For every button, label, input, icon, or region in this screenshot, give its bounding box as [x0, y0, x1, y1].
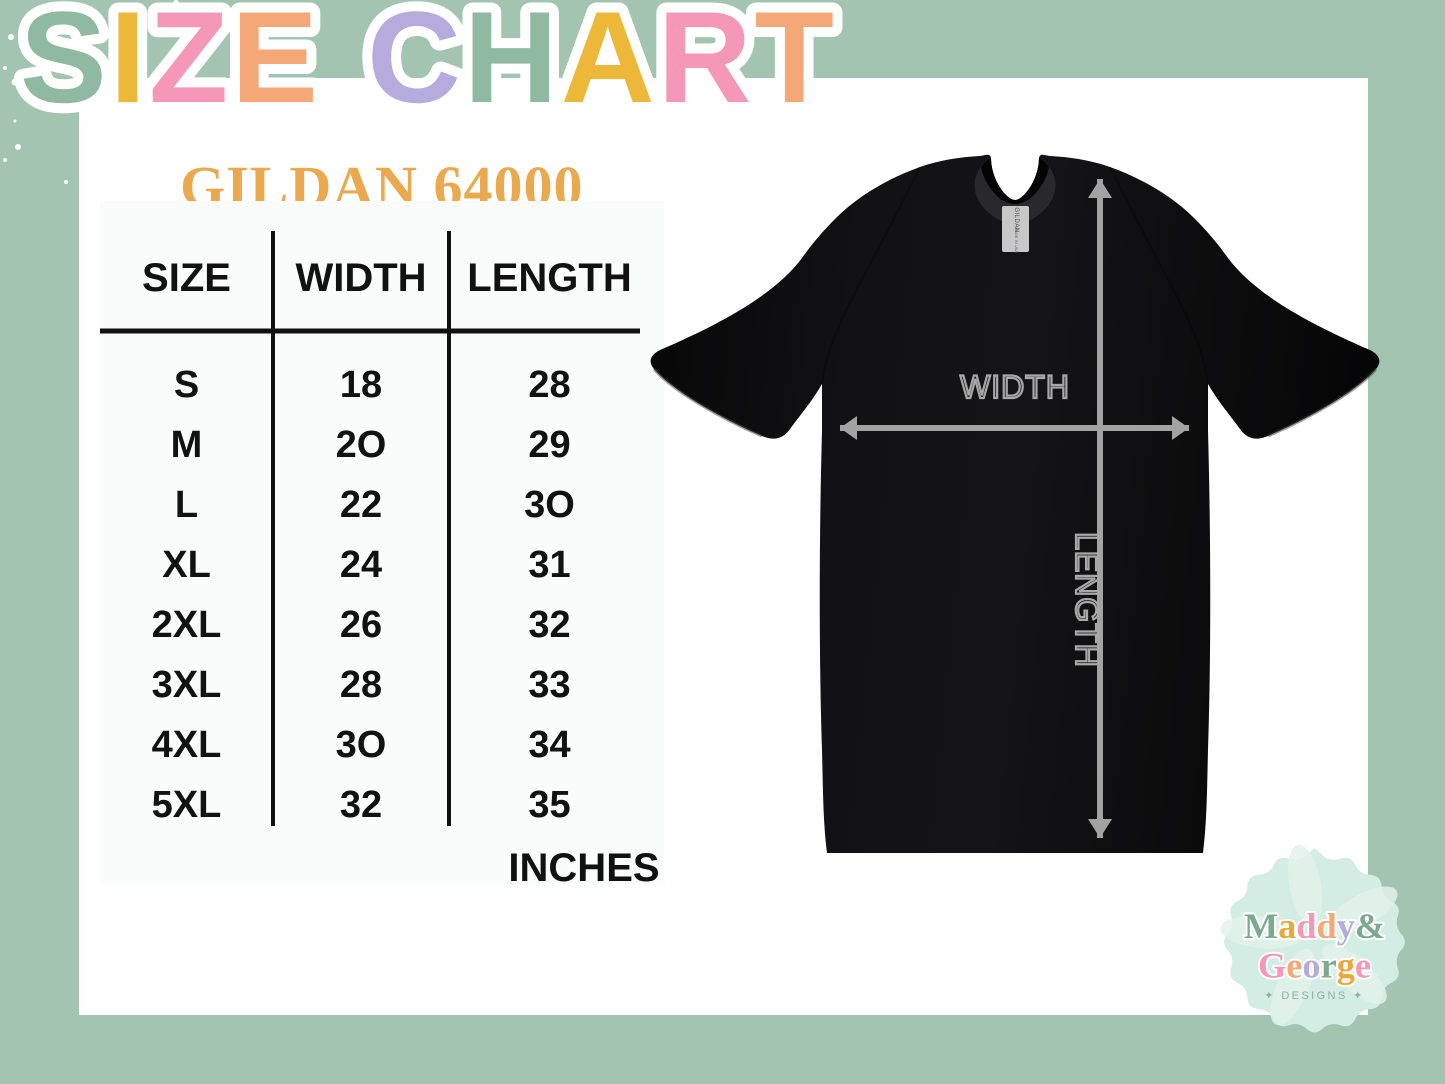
svg-text:LENGTH: LENGTH — [1069, 532, 1105, 668]
svg-text:SIZECHART: SIZE CHART — [20, 0, 837, 130]
svg-text:✦ DESIGNS ✦: ✦ DESIGNS ✦ — [1264, 990, 1364, 1002]
svg-text:MADE IN USA: MADE IN USA — [1014, 227, 1019, 253]
svg-text:George: George — [1258, 946, 1371, 986]
svg-text:WIDTH: WIDTH — [960, 369, 1070, 405]
svg-text:Maddy&: Maddy& — [1244, 906, 1385, 946]
